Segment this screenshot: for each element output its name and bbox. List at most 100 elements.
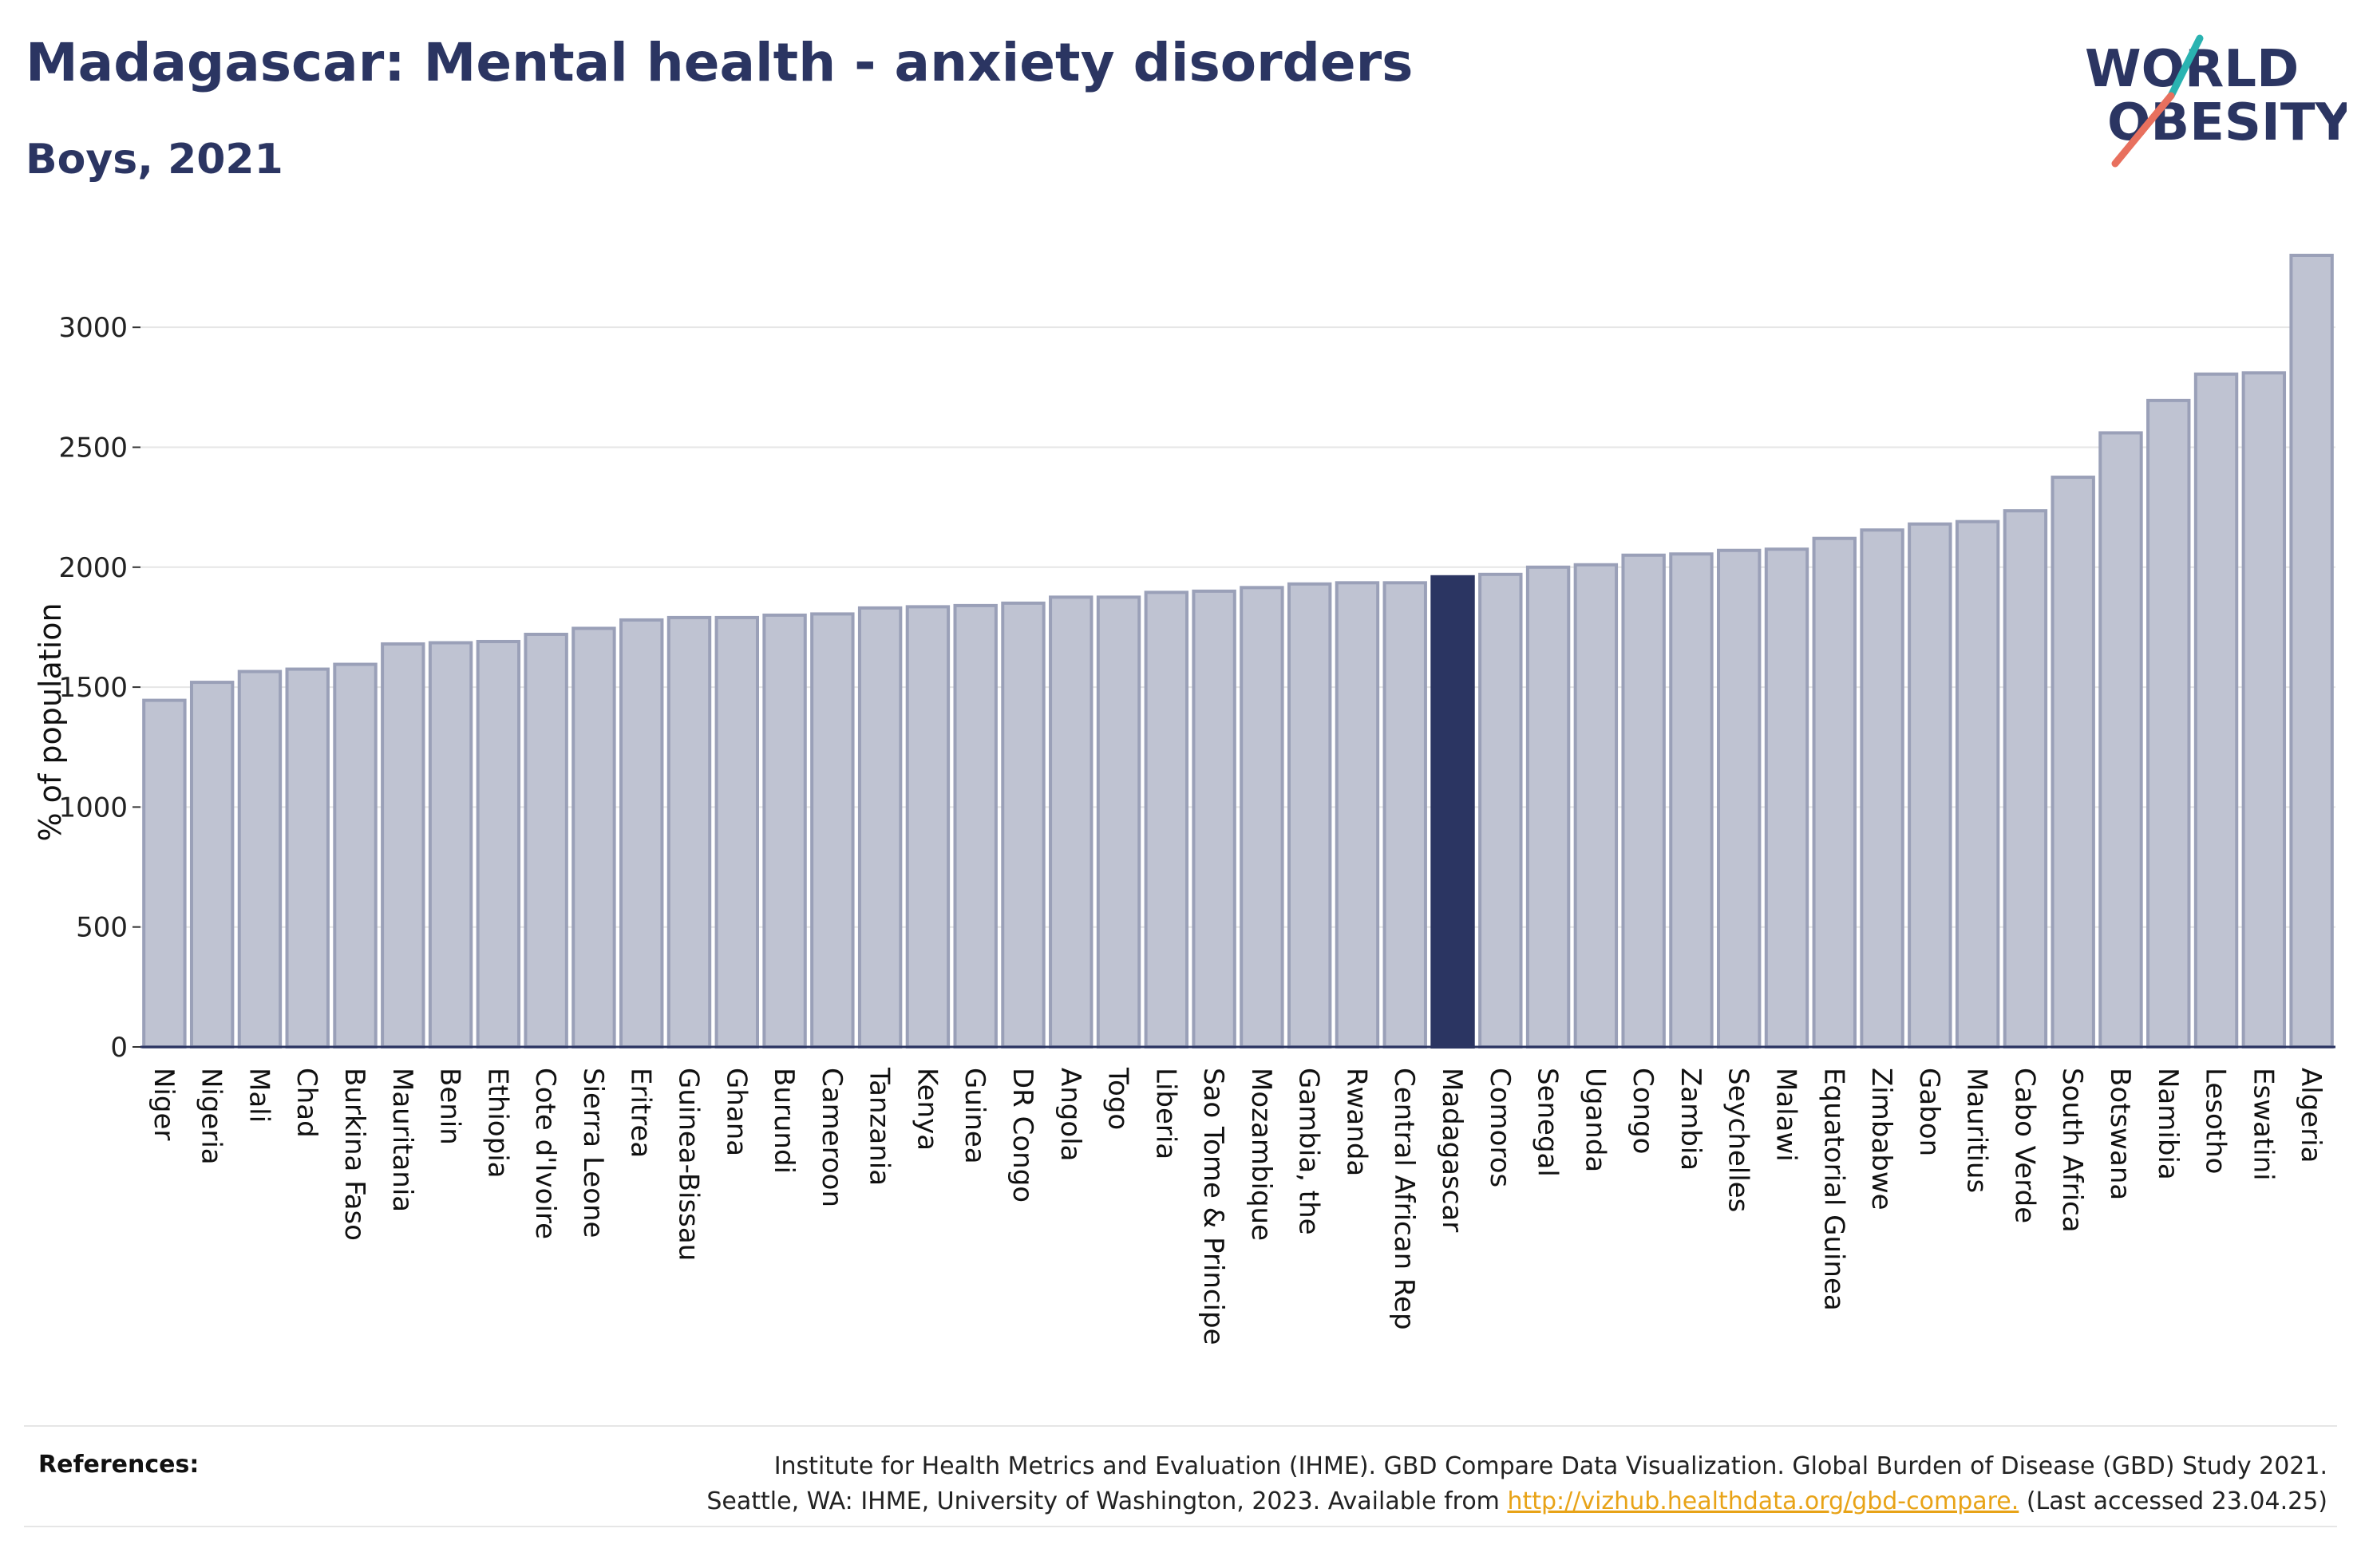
y-tick-label: 1500 bbox=[58, 672, 128, 704]
x-tick-label: Burundi bbox=[768, 1068, 800, 1174]
references-panel: References: Institute for Health Metrics… bbox=[24, 1425, 2337, 1527]
x-tick-label: Nigeria bbox=[196, 1068, 227, 1165]
x-tick-label: Sao Tome & Principe bbox=[1197, 1068, 1229, 1345]
bar-lesotho bbox=[2193, 372, 2239, 1049]
x-tick-label: Uganda bbox=[1579, 1068, 1611, 1172]
references-link[interactable]: http://vizhub.healthdata.org/gbd-compare… bbox=[1507, 1487, 2019, 1515]
bar-eswatini bbox=[2241, 371, 2287, 1049]
references-line-2-suffix: (Last accessed 23.04.25) bbox=[2019, 1487, 2327, 1515]
x-tick-label: Mauritius bbox=[1961, 1068, 1993, 1193]
bar-gambia-the bbox=[1287, 582, 1332, 1049]
x-tick-label: Zambia bbox=[1675, 1068, 1706, 1171]
y-tick-label: 0 bbox=[110, 1032, 128, 1064]
bar-nigeria bbox=[189, 681, 235, 1049]
y-tick-label: 2000 bbox=[58, 552, 128, 584]
x-tick-label: Mauritania bbox=[386, 1068, 418, 1212]
bar-ghana bbox=[714, 615, 759, 1049]
x-tick-label: Ghana bbox=[720, 1068, 752, 1156]
x-tick-label: Togo bbox=[1102, 1067, 1134, 1130]
bar-senegal bbox=[1525, 565, 1571, 1049]
x-tick-label: Tanzania bbox=[864, 1067, 896, 1186]
x-tick-label: Liberia bbox=[1149, 1068, 1181, 1159]
bar-ethiopia bbox=[476, 639, 521, 1049]
x-tick-label: Sierra Leone bbox=[577, 1068, 609, 1238]
x-tick-label: Kenya bbox=[911, 1068, 943, 1151]
bar-equatorial-guinea bbox=[1812, 536, 1857, 1049]
bar-botswana bbox=[2098, 431, 2143, 1049]
bar-algeria bbox=[2289, 254, 2334, 1049]
x-tick-label: Congo bbox=[1627, 1068, 1659, 1154]
bar-eritrea bbox=[619, 618, 664, 1049]
bar-cote-d-ivoire bbox=[524, 632, 568, 1049]
bar-madagascar bbox=[1430, 575, 1475, 1049]
references-line-2-prefix: Seattle, WA: IHME, University of Washing… bbox=[706, 1487, 1508, 1515]
y-tick-label: 3000 bbox=[58, 312, 128, 344]
bar-tanzania bbox=[857, 606, 903, 1049]
x-tick-label: Madagascar bbox=[1436, 1068, 1468, 1232]
bar-congo bbox=[1621, 553, 1666, 1049]
world-obesity-logo: WORLD OBESITY bbox=[2085, 34, 2347, 168]
y-axis-title: % of population bbox=[33, 602, 68, 841]
bar-zimbabwe bbox=[1860, 528, 1904, 1049]
bar-mauritania bbox=[381, 642, 425, 1049]
x-tick-label: Benin bbox=[434, 1068, 466, 1145]
x-tick-label: Namibia bbox=[2152, 1068, 2184, 1180]
x-tick-label: Eswatini bbox=[2247, 1068, 2279, 1181]
x-tick-label: Lesotho bbox=[2200, 1068, 2232, 1174]
x-tick-label: Zimbabwe bbox=[1865, 1068, 1897, 1211]
x-tick-label: Algeria bbox=[2295, 1068, 2327, 1163]
bar-zambia bbox=[1669, 552, 1714, 1049]
x-tick-label: Botswana bbox=[2104, 1068, 2136, 1200]
bar-sierra-leone bbox=[571, 626, 616, 1049]
bar-cabo-verde bbox=[2003, 509, 2048, 1049]
bar-benin bbox=[428, 641, 473, 1049]
x-tick-label: Rwanda bbox=[1340, 1068, 1372, 1176]
y-tick-label: 1000 bbox=[58, 792, 128, 823]
x-tick-label: Eritrea bbox=[625, 1068, 657, 1158]
references-line-2: Seattle, WA: IHME, University of Washing… bbox=[706, 1484, 2327, 1519]
x-tick-label: Burkina Faso bbox=[338, 1068, 370, 1241]
x-tick-label: Central African Rep bbox=[1388, 1068, 1420, 1330]
x-tick-label: Cabo Verde bbox=[2008, 1068, 2040, 1223]
x-tick-label: Niger bbox=[148, 1068, 180, 1140]
bar-kenya bbox=[905, 605, 951, 1049]
x-tick-label: Gambia, the bbox=[1293, 1068, 1325, 1235]
bar-liberia bbox=[1144, 590, 1189, 1049]
x-tick-label: Equatorial Guinea bbox=[1817, 1068, 1849, 1311]
x-tick-label: Gabon bbox=[1913, 1068, 1945, 1156]
y-tick-label: 500 bbox=[76, 912, 128, 944]
bar-seychelles bbox=[1717, 548, 1762, 1049]
bar-comoros bbox=[1478, 572, 1523, 1049]
y-tick-label: 2500 bbox=[58, 432, 128, 464]
bar-niger bbox=[142, 698, 187, 1049]
bar-sao-tome-principe bbox=[1192, 589, 1236, 1049]
bar-mali bbox=[237, 669, 283, 1049]
x-tick-label: Mali bbox=[243, 1068, 275, 1123]
x-tick-label: Guinea bbox=[959, 1068, 991, 1164]
x-tick-label: Comoros bbox=[1484, 1068, 1516, 1187]
references-label: References: bbox=[38, 1451, 200, 1479]
chart-title: Madagascar: Mental health - anxiety diso… bbox=[26, 32, 1414, 93]
bar-guinea bbox=[953, 603, 998, 1049]
references-text: Institute for Health Metrics and Evaluat… bbox=[706, 1449, 2327, 1519]
x-tick-label: Ethiopia bbox=[481, 1068, 513, 1178]
bar-mauritius bbox=[1955, 519, 2000, 1049]
x-tick-label: Malawi bbox=[1770, 1068, 1802, 1162]
bar-burkina-faso bbox=[333, 662, 378, 1049]
bar-togo bbox=[1096, 595, 1141, 1049]
bar-malawi bbox=[1764, 547, 1809, 1049]
x-tick-label: Mozambique bbox=[1245, 1068, 1277, 1241]
x-tick-label: Angola bbox=[1054, 1068, 1086, 1161]
bar-central-african-rep bbox=[1382, 581, 1427, 1049]
bar-guinea-bissau bbox=[666, 615, 712, 1049]
x-tick-label: Cote d'Ivoire bbox=[529, 1068, 561, 1239]
x-tick-label: Chad bbox=[291, 1068, 322, 1138]
chart-subtitle: Boys, 2021 bbox=[26, 136, 283, 184]
bar-cameroon bbox=[810, 612, 855, 1049]
logo-slash-coral bbox=[2111, 92, 2175, 168]
bars bbox=[142, 254, 2334, 1049]
bar-uganda bbox=[1573, 563, 1619, 1049]
bar-chad bbox=[285, 667, 330, 1049]
x-tick-label: DR Congo bbox=[1006, 1068, 1038, 1203]
x-tick-label: Seychelles bbox=[1722, 1068, 1754, 1212]
